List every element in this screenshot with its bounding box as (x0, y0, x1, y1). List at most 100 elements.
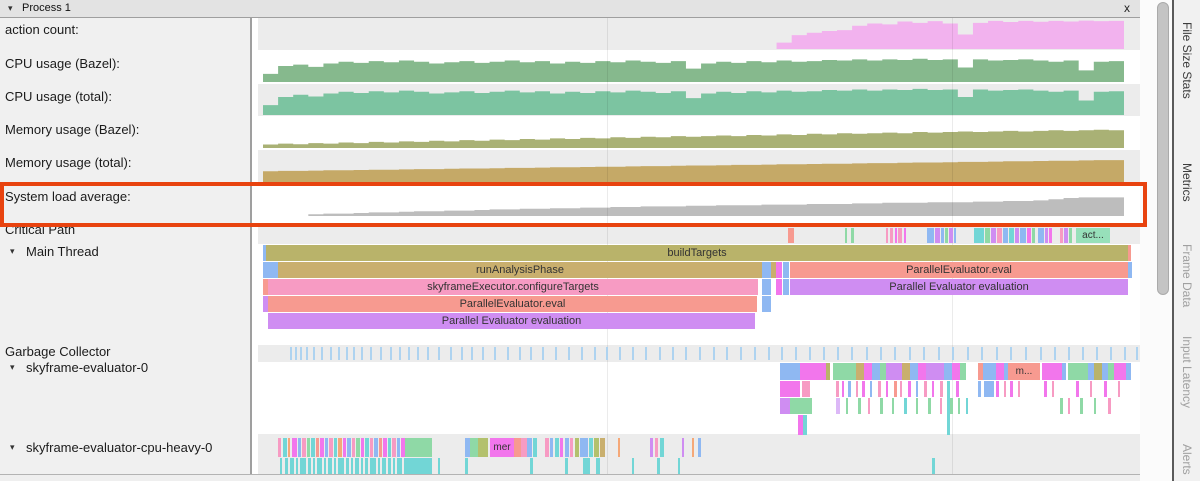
trace-block[interactable] (1062, 363, 1066, 380)
gc-tick[interactable] (482, 347, 484, 360)
trace-block[interactable] (393, 458, 395, 474)
trace-block[interactable] (892, 398, 894, 414)
trace-block[interactable] (632, 458, 634, 474)
tab-alerts[interactable]: Alerts (1180, 444, 1194, 475)
trace-block[interactable] (1108, 363, 1114, 380)
gc-tick[interactable] (346, 347, 348, 360)
trace-block[interactable] (555, 438, 559, 457)
trace-span[interactable] (762, 296, 771, 312)
critical-path-tick[interactable] (991, 228, 996, 243)
critical-path-tick[interactable] (1064, 228, 1068, 243)
trace-block[interactable] (904, 398, 907, 414)
trace-block[interactable] (870, 381, 872, 397)
trace-block[interactable] (397, 438, 400, 457)
trace-block[interactable] (910, 363, 918, 380)
trace-block[interactable] (560, 438, 563, 457)
trace-span-labeled[interactable]: ParallelEvaluator.eval (268, 296, 757, 312)
trace-block[interactable] (928, 398, 931, 414)
trace-block[interactable] (370, 438, 373, 457)
critical-path-tick[interactable] (1015, 228, 1019, 243)
gc-tick[interactable] (555, 347, 557, 360)
gc-tick[interactable] (606, 347, 608, 360)
trace-block[interactable] (1076, 381, 1079, 397)
trace-block[interactable] (798, 415, 803, 435)
trace-block[interactable] (351, 458, 353, 474)
trace-block[interactable] (408, 438, 432, 457)
tab-file-size-stats[interactable]: File Size Stats (1180, 22, 1194, 99)
trace-block[interactable] (908, 381, 911, 397)
gc-tick[interactable] (659, 347, 661, 360)
gc-tick[interactable] (461, 347, 463, 360)
gc-tick[interactable] (295, 347, 297, 360)
trace-block[interactable] (800, 363, 826, 380)
tab-input-latency[interactable]: Input Latency (1180, 336, 1194, 409)
trace-block[interactable] (288, 438, 290, 457)
trace-block[interactable] (692, 438, 694, 457)
gc-tick[interactable] (672, 347, 674, 360)
gc-tick[interactable] (313, 347, 315, 360)
trace-block[interactable] (1094, 363, 1102, 380)
trace-block[interactable] (343, 438, 346, 457)
trace-block[interactable] (325, 438, 328, 457)
trace-block[interactable] (594, 438, 599, 457)
gc-tick[interactable] (594, 347, 596, 360)
gc-tick[interactable] (685, 347, 687, 360)
gc-tick[interactable] (866, 347, 868, 360)
gc-tick[interactable] (370, 347, 372, 360)
gc-tick[interactable] (399, 347, 401, 360)
trace-span-labeled[interactable]: ParallelEvaluator.eval (790, 262, 1128, 278)
gc-tick[interactable] (353, 347, 355, 360)
collapse-arrow-icon[interactable]: ▾ (10, 246, 15, 256)
trace-block[interactable] (365, 438, 369, 457)
critical-path-tick[interactable] (1049, 228, 1052, 243)
gc-tick[interactable] (923, 347, 925, 360)
gc-tick[interactable] (645, 347, 647, 360)
trace-block[interactable] (401, 438, 405, 457)
trace-block[interactable] (983, 363, 996, 380)
trace-span-labeled[interactable]: runAnalysisPhase (278, 262, 762, 278)
trace-block[interactable] (1088, 363, 1094, 380)
trace-block[interactable] (317, 458, 322, 474)
tab-frame-data[interactable]: Frame Data (1180, 244, 1194, 308)
trace-span[interactable] (776, 279, 782, 295)
trace-block[interactable] (960, 363, 966, 380)
trace-block[interactable] (1060, 398, 1063, 414)
trace-block[interactable] (329, 438, 333, 457)
gc-tick[interactable] (450, 347, 452, 360)
trace-block[interactable] (918, 363, 926, 380)
trace-block[interactable] (478, 438, 488, 457)
trace-block[interactable] (356, 438, 360, 457)
trace-block[interactable] (583, 458, 590, 474)
trace-block[interactable] (514, 438, 521, 457)
gc-tick[interactable] (1110, 347, 1112, 360)
trace-block[interactable] (856, 381, 858, 397)
trace-block[interactable] (465, 438, 470, 457)
trace-block[interactable] (1108, 398, 1111, 414)
trace-block[interactable] (311, 438, 315, 457)
vertical-scrollbar[interactable] (1140, 0, 1172, 481)
trace-block[interactable] (404, 458, 432, 474)
trace-block[interactable] (886, 363, 902, 380)
collapse-arrow-icon[interactable]: ▾ (10, 442, 15, 452)
trace-block[interactable] (858, 398, 861, 414)
trace-block[interactable] (550, 438, 553, 457)
trace-block[interactable] (956, 381, 959, 397)
vertical-scrollbar-thumb[interactable] (1157, 2, 1169, 295)
row-label[interactable]: skyframe-evaluator-cpu-heavy-0 (26, 440, 213, 455)
trace-block[interactable] (842, 381, 844, 397)
tab-metrics[interactable]: Metrics (1180, 163, 1194, 202)
trace-span[interactable] (263, 296, 268, 312)
trace-block[interactable] (545, 438, 549, 457)
trace-block[interactable] (324, 458, 326, 474)
trace-block[interactable] (355, 458, 359, 474)
trace-block[interactable] (438, 458, 440, 474)
gc-tick[interactable] (1054, 347, 1056, 360)
trace-block[interactable] (565, 458, 568, 474)
critical-path-tick[interactable] (945, 228, 948, 243)
gc-tick[interactable] (290, 347, 292, 360)
trace-block[interactable] (940, 381, 943, 397)
gc-tick[interactable] (507, 347, 509, 360)
trace-block[interactable] (618, 438, 620, 457)
trace-block[interactable] (361, 438, 364, 457)
gc-tick[interactable] (781, 347, 783, 360)
